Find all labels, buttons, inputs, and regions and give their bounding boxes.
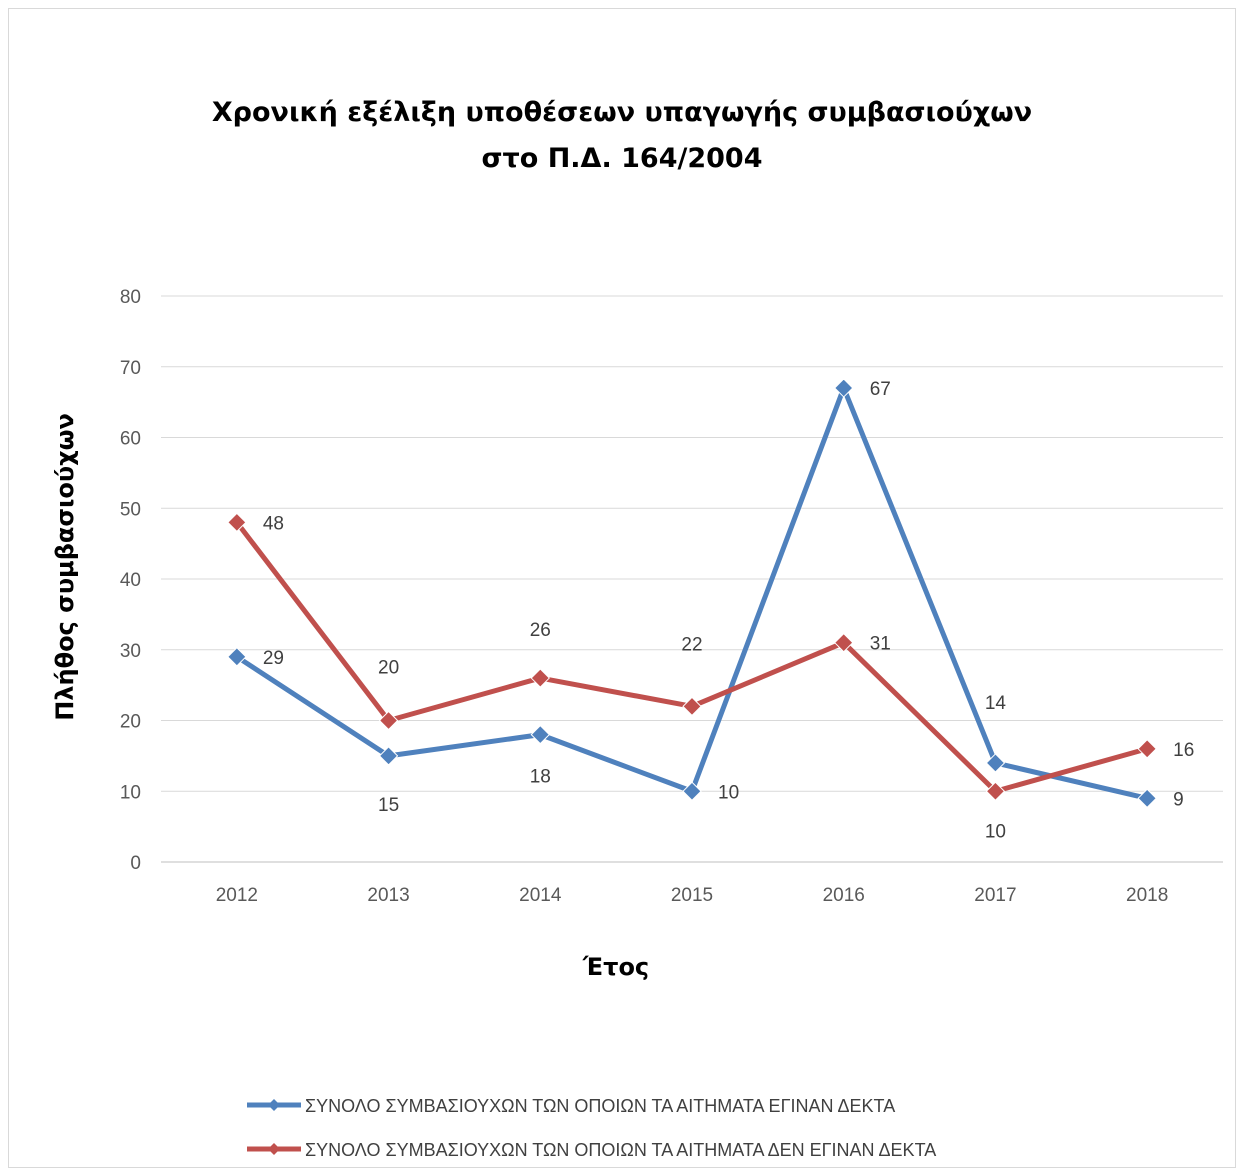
y-axis-title: Πλήθος συμβασιούχων (51, 413, 79, 721)
data-label: 22 (681, 634, 702, 655)
data-point-marker (834, 632, 854, 653)
data-label: 14 (985, 693, 1007, 714)
data-point-marker (834, 378, 854, 398)
data-label: 10 (985, 821, 1006, 842)
y-tick-labels: 0 10 20 30 40 50 60 70 80 (120, 287, 141, 874)
data-label: 18 (530, 767, 551, 788)
x-tick-label: 2014 (519, 885, 562, 906)
legend-label: ΣΥΝΟΛΟ ΣΥΜΒΑΣΙΟΥΧΩΝ ΤΩΝ ΟΠΟΙΩΝ ΤΑ ΑΙΤΗΜΑ… (305, 1096, 895, 1116)
y-tick-label: 70 (120, 358, 141, 379)
x-tick-label: 2018 (1126, 885, 1168, 906)
data-point-marker (530, 668, 550, 688)
data-label: 67 (870, 379, 891, 400)
y-tick-label: 20 (120, 712, 141, 733)
data-label: 20 (378, 658, 399, 679)
series-group (227, 378, 1157, 809)
chart-title-line-1: Χρονική εξέλιξη υποθέσεων υπαγωγής συμβα… (212, 97, 1032, 128)
data-point-marker (378, 746, 399, 766)
data-point-marker (985, 753, 1006, 773)
x-axis-title: Έτος (582, 953, 649, 981)
x-tick-label: 2016 (823, 885, 865, 906)
legend-entry: ΣΥΝΟΛΟ ΣΥΜΒΑΣΙΟΥΧΩΝ ΤΩΝ ΟΠΟΙΩΝ ΤΑ ΑΙΤΗΜΑ… (247, 1140, 936, 1160)
data-point-marker (1137, 788, 1157, 809)
y-tick-label: 10 (120, 782, 141, 803)
chart-frame: Χρονική εξέλιξη υποθέσεων υπαγωγής συμβα… (8, 8, 1236, 1168)
data-labels: 29 15 18 10 67 14 9 48 20 26 22 31 10 16 (263, 379, 1194, 842)
series-2 (227, 512, 1157, 801)
data-label: 48 (263, 513, 284, 534)
y-tick-label: 60 (120, 429, 141, 450)
data-label: 26 (530, 620, 551, 641)
data-point-marker (227, 512, 247, 533)
legend: ΣΥΝΟΛΟ ΣΥΜΒΑΣΙΟΥΧΩΝ ΤΩΝ ΟΠΟΙΩΝ ΤΑ ΑΙΤΗΜΑ… (247, 1096, 936, 1160)
x-tick-label: 2012 (216, 885, 258, 906)
data-label: 9 (1173, 789, 1184, 810)
data-point-marker (378, 710, 399, 731)
legend-marker (268, 1099, 280, 1111)
data-point-marker (682, 696, 702, 717)
legend-label: ΣΥΝΟΛΟ ΣΥΜΒΑΣΙΟΥΧΩΝ ΤΩΝ ΟΠΟΙΩΝ ΤΑ ΑΙΤΗΜΑ… (305, 1140, 936, 1160)
legend-entry: ΣΥΝΟΛΟ ΣΥΜΒΑΣΙΟΥΧΩΝ ΤΩΝ ΟΠΟΙΩΝ ΤΑ ΑΙΤΗΜΑ… (247, 1096, 895, 1116)
y-tick-label: 0 (130, 853, 141, 874)
x-tick-label: 2017 (974, 885, 1016, 906)
x-tick-labels: 2012 2013 2014 2015 2016 2017 2018 (216, 885, 1169, 906)
legend-marker (268, 1143, 280, 1155)
series-line (234, 385, 1150, 801)
data-point-marker (1137, 739, 1157, 759)
y-tick-label: 40 (120, 570, 141, 591)
x-tick-label: 2015 (671, 885, 713, 906)
data-point-marker (985, 781, 1006, 801)
data-label: 15 (378, 795, 399, 816)
chart-title-line-2: στο Π.Δ. 164/2004 (482, 143, 763, 174)
line-chart: Χρονική εξέλιξη υποθέσεων υπαγωγής συμβα… (51, 97, 1223, 1160)
data-point-marker (530, 724, 550, 745)
series-line (234, 519, 1150, 794)
data-point-marker (227, 647, 247, 667)
y-tick-label: 50 (120, 499, 141, 520)
data-point-marker (682, 781, 702, 801)
y-tick-label: 80 (120, 287, 141, 308)
data-label: 16 (1173, 740, 1194, 761)
y-tick-label: 30 (120, 641, 141, 662)
data-label: 31 (870, 634, 891, 655)
series-1 (227, 378, 1157, 809)
x-tick-label: 2013 (367, 885, 409, 906)
data-label: 29 (263, 648, 284, 669)
data-label: 10 (718, 782, 739, 803)
